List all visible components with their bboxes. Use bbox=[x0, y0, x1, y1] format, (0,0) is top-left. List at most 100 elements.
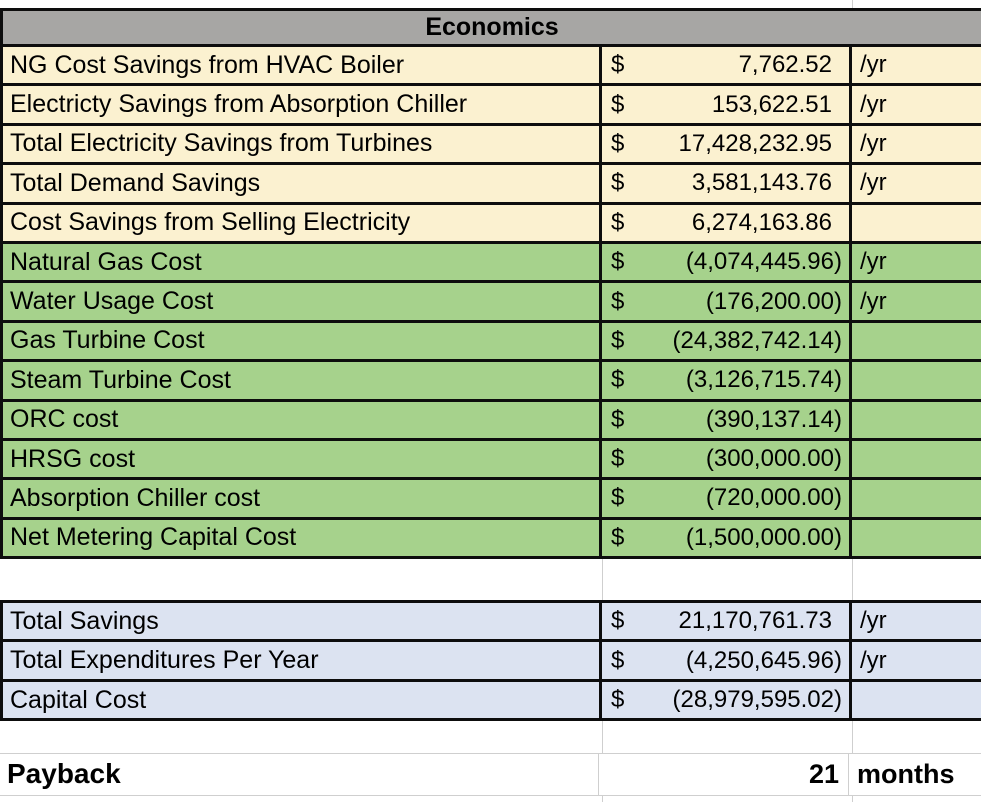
row-label-cell[interactable]: Natural Gas Cost bbox=[3, 243, 602, 281]
row-value-cell[interactable]: $17,428,232.95 bbox=[602, 125, 852, 163]
table-row-absorption-chiller-cost[interactable]: Absorption Chiller cost $ (720,000.00) bbox=[0, 480, 981, 520]
row-label-cell[interactable]: NG Cost Savings from HVAC Boiler bbox=[3, 47, 602, 84]
row-unit-cell[interactable] bbox=[852, 520, 981, 556]
table-header-economics[interactable]: Economics bbox=[0, 8, 981, 47]
row-label-cell[interactable]: Total Demand Savings bbox=[3, 165, 602, 202]
row-label-cell[interactable]: Capital Cost bbox=[3, 681, 602, 719]
row-unit-cell[interactable]: /yr bbox=[860, 287, 887, 315]
table-row-ng-cost-savings[interactable]: NG Cost Savings from HVAC Boiler $7,762.… bbox=[0, 47, 981, 87]
table-row-selling-electricity-savings[interactable]: Cost Savings from Selling Electricity $6… bbox=[0, 204, 981, 244]
row-label-cell[interactable]: Total Savings bbox=[3, 603, 602, 640]
table-title: Economics bbox=[425, 13, 559, 41]
table-row-total-savings[interactable]: Total Savings $21,170,761.73 /yr bbox=[0, 600, 981, 643]
currency-symbol: $ bbox=[611, 646, 625, 674]
row-value-cell[interactable]: $153,622.51 bbox=[602, 86, 852, 123]
table-row-net-metering-capital-cost[interactable]: Net Metering Capital Cost $ (1,500,000.00… bbox=[0, 519, 981, 560]
row-unit-cell[interactable] bbox=[852, 441, 981, 477]
row-unit-cell[interactable] bbox=[852, 682, 981, 718]
blank-row bbox=[0, 721, 981, 754]
row-value-cell[interactable]: $3,581,143.76 bbox=[602, 165, 852, 202]
amount: (28,979,595.02) bbox=[672, 686, 842, 714]
table-row-orc-cost[interactable]: ORC cost $ (390,137.14) bbox=[0, 401, 981, 441]
row-label: Gas Turbine Cost bbox=[10, 326, 205, 355]
row-unit-cell[interactable]: /yr bbox=[860, 90, 887, 118]
row-label: Steam Turbine Cost bbox=[10, 365, 231, 394]
row-value-cell[interactable]: $7,762.52 bbox=[602, 47, 852, 84]
row-value-cell[interactable]: $21,170,761.73 bbox=[602, 603, 852, 640]
row-value-cell[interactable]: $ (3,126,715.74) bbox=[602, 362, 852, 399]
row-label: Water Usage Cost bbox=[10, 287, 214, 316]
table-row-hrsg-cost[interactable]: HRSG cost $ (300,000.00) bbox=[0, 440, 981, 481]
table-row-steam-turbine-cost[interactable]: Steam Turbine Cost $ (3,126,715.74) bbox=[0, 362, 981, 402]
row-value-cell[interactable]: 21 bbox=[599, 753, 849, 795]
table-row-payback[interactable]: Payback 21 months bbox=[0, 753, 981, 796]
top-margin bbox=[0, 0, 981, 8]
amount: (4,250,645.96) bbox=[685, 646, 842, 674]
row-unit-cell[interactable] bbox=[852, 480, 981, 516]
row-value-cell[interactable]: $6,274,163.86 bbox=[602, 204, 852, 241]
amount: 6,274,163.86 bbox=[691, 208, 832, 236]
row-value-cell[interactable]: $ (24,382,742.14) bbox=[602, 322, 852, 360]
row-label-cell[interactable]: Cost Savings from Selling Electricity bbox=[3, 204, 602, 241]
row-label-cell[interactable]: Total Electricity Savings from Turbines bbox=[3, 125, 602, 163]
row-unit-cell[interactable]: /yr bbox=[860, 248, 887, 276]
row-label-cell[interactable]: Payback bbox=[0, 753, 599, 795]
row-label: Electricty Savings from Absorption Chill… bbox=[10, 90, 468, 119]
row-unit-cell[interactable] bbox=[852, 323, 981, 359]
table-row-gas-turbine-cost[interactable]: Gas Turbine Cost $ (24,382,742.14) bbox=[0, 322, 981, 363]
row-unit-cell[interactable]: /yr bbox=[860, 169, 887, 197]
currency-symbol: $ bbox=[611, 607, 625, 635]
row-label-cell[interactable]: Gas Turbine Cost bbox=[3, 322, 602, 360]
row-unit-cell[interactable] bbox=[852, 402, 981, 438]
table-row-demand-savings[interactable]: Total Demand Savings $3,581,143.76 /yr bbox=[0, 165, 981, 205]
amount: 153,622.51 bbox=[711, 90, 832, 118]
row-label-cell[interactable]: Net Metering Capital Cost bbox=[3, 519, 602, 557]
payback-value: 21 bbox=[808, 758, 839, 789]
amount: 7,762.52 bbox=[738, 51, 832, 79]
amount: (4,074,445.96) bbox=[685, 248, 842, 276]
row-label: Absorption Chiller cost bbox=[10, 483, 261, 512]
currency-symbol: $ bbox=[611, 248, 625, 276]
row-label: Capital Cost bbox=[10, 685, 147, 714]
row-unit-cell[interactable]: months bbox=[857, 758, 955, 789]
amount: (720,000.00) bbox=[705, 484, 842, 512]
currency-symbol: $ bbox=[611, 90, 625, 118]
row-value-cell[interactable]: $ (4,074,445.96) bbox=[602, 243, 852, 281]
row-unit-cell[interactable]: /yr bbox=[860, 129, 887, 157]
column-gridline bbox=[852, 559, 853, 601]
currency-symbol: $ bbox=[611, 129, 625, 157]
row-label: Payback bbox=[7, 758, 121, 790]
amount: (3,126,715.74) bbox=[685, 366, 842, 394]
column-gridline bbox=[602, 795, 603, 802]
row-label-cell[interactable]: Total Expenditures Per Year bbox=[3, 642, 602, 679]
row-unit-cell[interactable] bbox=[852, 362, 981, 398]
column-gridline bbox=[852, 0, 853, 8]
row-label-cell[interactable]: Water Usage Cost bbox=[3, 283, 602, 320]
row-unit-cell[interactable]: /yr bbox=[860, 607, 887, 635]
row-value-cell[interactable]: $ (176,200.00) bbox=[602, 283, 852, 320]
row-unit-cell[interactable]: /yr bbox=[860, 646, 887, 674]
row-value-cell[interactable]: $ (720,000.00) bbox=[602, 480, 852, 517]
row-label-cell[interactable]: ORC cost bbox=[3, 401, 602, 438]
row-label-cell[interactable]: Absorption Chiller cost bbox=[3, 480, 602, 517]
row-value-cell[interactable]: $ (390,137.14) bbox=[602, 401, 852, 438]
table-row-turbine-electricity-savings[interactable]: Total Electricity Savings from Turbines … bbox=[0, 125, 981, 166]
currency-symbol: $ bbox=[611, 484, 625, 512]
table-row-natural-gas-cost[interactable]: Natural Gas Cost $ (4,074,445.96) /yr bbox=[0, 243, 981, 284]
table-row-electricty-savings[interactable]: Electricty Savings from Absorption Chill… bbox=[0, 86, 981, 126]
row-label-cell[interactable]: HRSG cost bbox=[3, 440, 602, 478]
row-unit-cell[interactable] bbox=[852, 205, 981, 241]
row-value-cell[interactable]: $ (4,250,645.96) bbox=[602, 642, 852, 679]
table-row-capital-cost[interactable]: Capital Cost $ (28,979,595.02) bbox=[0, 681, 981, 722]
row-value-cell[interactable]: $ (300,000.00) bbox=[602, 440, 852, 478]
table-row-water-usage-cost[interactable]: Water Usage Cost $ (176,200.00) /yr bbox=[0, 283, 981, 323]
row-label-cell[interactable]: Electricty Savings from Absorption Chill… bbox=[3, 86, 602, 123]
row-label-cell[interactable]: Steam Turbine Cost bbox=[3, 362, 602, 399]
amount: (176,200.00) bbox=[705, 287, 842, 315]
row-value-cell[interactable]: $ (1,500,000.00) bbox=[602, 519, 852, 557]
table-row-total-expenditures[interactable]: Total Expenditures Per Year $ (4,250,645.… bbox=[0, 642, 981, 682]
row-unit-cell[interactable]: /yr bbox=[860, 51, 887, 79]
row-value-cell[interactable]: $ (28,979,595.02) bbox=[602, 681, 852, 719]
currency-symbol: $ bbox=[611, 287, 625, 315]
